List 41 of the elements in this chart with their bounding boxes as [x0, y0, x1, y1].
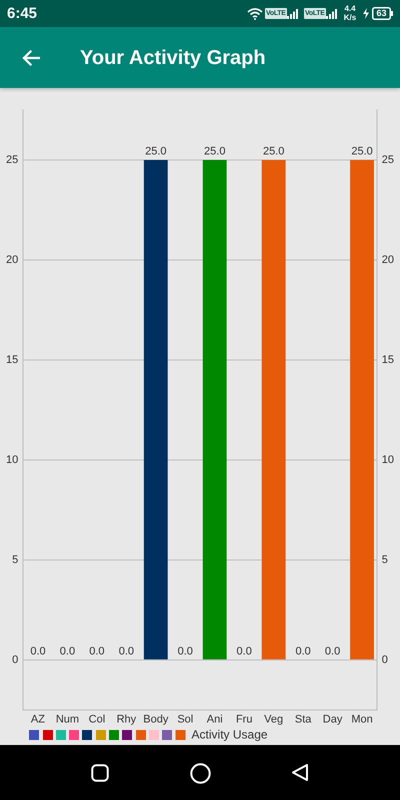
data-label: 0.0	[295, 645, 311, 658]
data-label: 0.0	[118, 645, 134, 658]
x-tick-label: Rhy	[116, 713, 137, 726]
x-tick-label: Num	[56, 713, 80, 726]
data-label: 0.0	[178, 645, 193, 658]
y2-tick-label: 25	[382, 154, 394, 166]
y-tick-label: 10	[6, 454, 18, 466]
y2-tick-label: 20	[382, 254, 394, 266]
data-label: 25.0	[204, 146, 226, 158]
x-tick-label: Sta	[294, 713, 312, 726]
data-label: 25.0	[351, 146, 373, 158]
data-label: 0.0	[60, 645, 76, 658]
y-tick-label: 20	[6, 254, 18, 266]
data-label: 25.0	[262, 146, 284, 158]
data-label: 0.0	[236, 645, 252, 658]
x-tick-label: Veg	[264, 713, 284, 726]
y-tick-label: 5	[12, 554, 18, 566]
data-label: 0.0	[30, 645, 46, 658]
x-tick-label: Ani	[206, 713, 223, 726]
data-label: 25.0	[145, 146, 167, 158]
data-label: 0.0	[324, 645, 340, 658]
x-tick-label: Sol	[177, 713, 194, 726]
text: 4.4 K/s	[342, 4, 358, 22]
x-tick-label: Col	[88, 713, 106, 726]
y2-tick-label: 10	[382, 454, 394, 466]
x-tick-label: Mon	[351, 713, 373, 726]
y-tick-label: 25	[6, 154, 18, 166]
y-tick-label: 15	[6, 354, 18, 366]
chart-title: Your Activity Graph	[80, 46, 266, 71]
y2-tick-label: 0	[382, 654, 388, 666]
text: 6:45	[7, 5, 38, 22]
legend-label: Activity Usage	[192, 727, 268, 742]
y-tick-label: 0	[12, 654, 18, 666]
x-tick-label: Body	[143, 713, 169, 726]
y2-tick-label: 15	[382, 354, 394, 366]
y2-tick-label: 5	[382, 554, 388, 566]
x-tick-label: AZ	[30, 713, 46, 726]
data-label: 0.0	[89, 645, 105, 658]
x-tick-label: Fru	[236, 713, 252, 726]
text: 63	[375, 8, 388, 19]
x-tick-label: Day	[322, 713, 343, 726]
